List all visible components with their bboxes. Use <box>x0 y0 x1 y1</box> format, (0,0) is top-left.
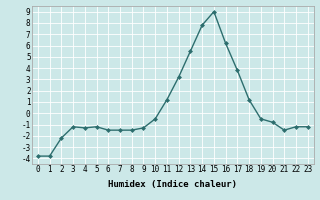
X-axis label: Humidex (Indice chaleur): Humidex (Indice chaleur) <box>108 180 237 189</box>
